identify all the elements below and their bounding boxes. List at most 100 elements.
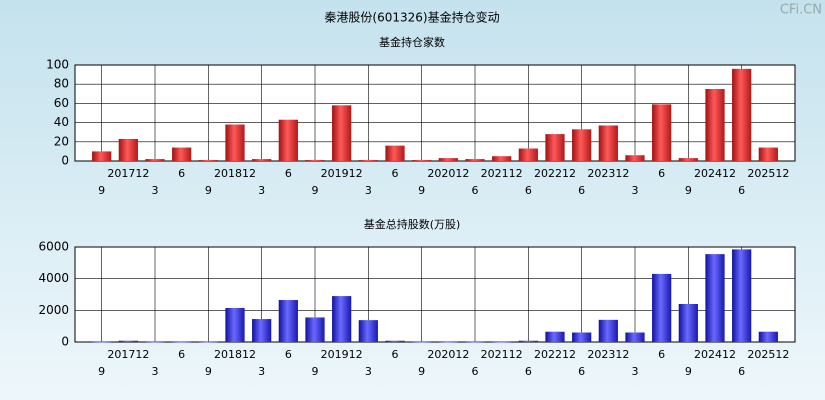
bar [465, 341, 485, 343]
x-tick-label: 202012 [427, 167, 469, 180]
bar [572, 332, 592, 342]
bar [412, 160, 432, 161]
x-tick-label: 9 [685, 184, 692, 197]
bar [598, 125, 618, 161]
x-tick-label: 9 [418, 365, 425, 378]
bar [278, 300, 298, 342]
x-tick-label: 3 [258, 365, 265, 378]
bar [385, 340, 405, 342]
bar [412, 341, 432, 343]
bar [332, 296, 352, 342]
x-tick-label: 202512 [747, 348, 789, 361]
bar [305, 160, 325, 161]
bar [198, 160, 218, 161]
x-tick-label: 201712 [107, 348, 149, 361]
x-tick-label: 202112 [481, 167, 523, 180]
bar [332, 105, 352, 161]
x-tick-label: 201812 [214, 167, 256, 180]
bar [172, 147, 192, 161]
x-tick-label: 202412 [694, 348, 736, 361]
bar [572, 129, 592, 161]
y-tick-label: 2000 [38, 303, 69, 317]
chart-title: 基金总持股数(万股) [364, 217, 461, 231]
y-tick-label: 4000 [38, 271, 69, 285]
bar [732, 68, 752, 161]
page-title: 秦港股份(601326)基金持仓变动 [324, 10, 499, 25]
bar [705, 89, 725, 161]
x-tick-label: 9 [98, 365, 105, 378]
x-tick-label: 3 [632, 365, 639, 378]
x-tick-label: 6 [285, 348, 292, 361]
x-tick-label: 6 [578, 184, 585, 197]
x-tick-label: 202112 [481, 348, 523, 361]
x-tick-label: 6 [658, 167, 665, 180]
bar [758, 147, 778, 161]
y-tick-label: 20 [54, 134, 69, 148]
x-tick-label: 202212 [534, 167, 576, 180]
x-tick-label: 9 [98, 184, 105, 197]
x-tick-label: 201912 [321, 348, 363, 361]
x-tick-label: 6 [178, 348, 185, 361]
bar [518, 148, 538, 161]
bar [252, 159, 272, 161]
bar [225, 307, 245, 342]
bar [438, 341, 458, 343]
bar [625, 155, 645, 161]
bar [278, 119, 298, 161]
bar [465, 159, 485, 161]
x-tick-label: 9 [205, 184, 212, 197]
x-tick-label: 9 [418, 184, 425, 197]
x-tick-label: 202212 [534, 348, 576, 361]
bar [385, 145, 405, 161]
bar [358, 320, 378, 342]
x-tick-label: 6 [392, 167, 399, 180]
x-tick-label: 6 [738, 184, 745, 197]
x-tick-label: 9 [312, 184, 319, 197]
bar [652, 104, 672, 161]
bar [118, 340, 138, 342]
y-tick-label: 80 [54, 77, 69, 91]
x-tick-label: 3 [152, 365, 159, 378]
x-tick-label: 201912 [321, 167, 363, 180]
x-tick-label: 201812 [214, 348, 256, 361]
bar [625, 332, 645, 342]
x-tick-label: 6 [525, 184, 532, 197]
bar [518, 340, 538, 342]
y-tick-label: 6000 [38, 240, 69, 254]
x-tick-label: 6 [472, 365, 479, 378]
x-tick-label: 202512 [747, 167, 789, 180]
x-tick-label: 6 [392, 348, 399, 361]
x-tick-label: 6 [178, 167, 185, 180]
bar [92, 341, 112, 343]
x-tick-label: 6 [578, 365, 585, 378]
bar [118, 138, 138, 161]
bar [305, 317, 325, 342]
y-tick-label: 0 [61, 154, 69, 168]
x-tick-label: 201712 [107, 167, 149, 180]
x-tick-label: 9 [205, 365, 212, 378]
bar [758, 331, 778, 342]
x-tick-label: 9 [312, 365, 319, 378]
x-tick-label: 3 [632, 184, 639, 197]
bar [678, 304, 698, 342]
x-tick-label: 9 [685, 365, 692, 378]
bar [225, 124, 245, 161]
x-tick-label: 3 [152, 184, 159, 197]
bar [705, 254, 725, 342]
plot-area [74, 64, 796, 162]
x-tick-label: 6 [285, 167, 292, 180]
x-tick-label: 6 [658, 348, 665, 361]
watermark: CFi.CN [780, 3, 822, 18]
x-tick-label: 6 [738, 365, 745, 378]
x-tick-label: 6 [525, 365, 532, 378]
bar [198, 341, 218, 343]
bar [545, 134, 565, 161]
x-tick-label: 3 [365, 365, 372, 378]
bar [172, 341, 192, 343]
bar [492, 156, 512, 161]
bar [92, 151, 112, 161]
bar [358, 160, 378, 161]
bar [732, 249, 752, 342]
y-tick-label: 100 [46, 58, 69, 72]
